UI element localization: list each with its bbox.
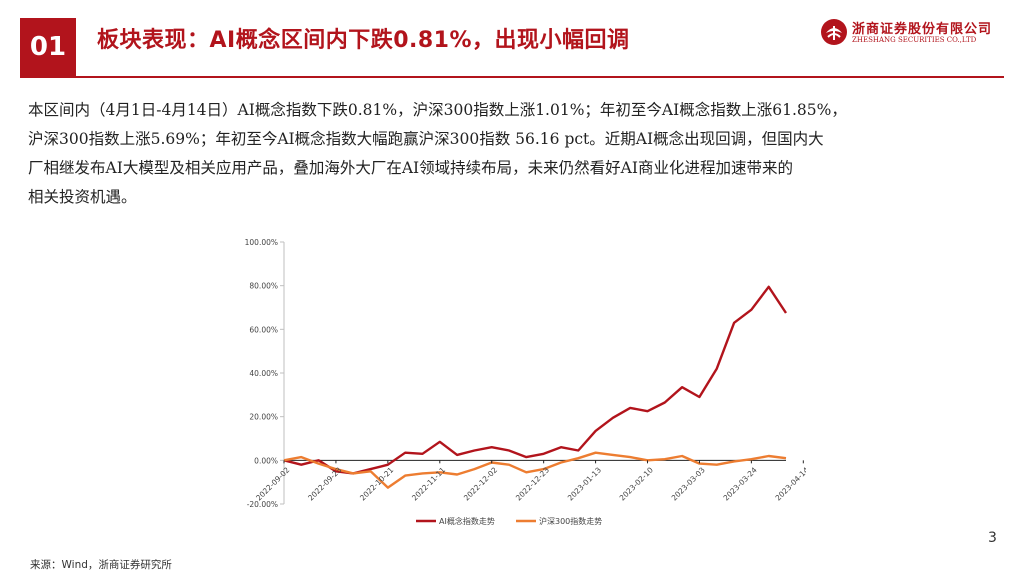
summary-paragraph: 本区间内（4月1日-4月14日）AI概念指数下跌0.81%，沪深300指数上涨1… xyxy=(28,96,1000,212)
y-tick-label: 20.00% xyxy=(249,413,278,422)
x-tick-label: 2023-03-24 xyxy=(722,465,759,502)
slide-header: 01 板块表现：AI概念区间内下跌0.81%，出现小幅回调 浙商证券股份有限公司… xyxy=(0,0,1024,78)
page-number: 3 xyxy=(988,530,997,546)
summary-line: 沪深300指数上涨5.69%；年初至今AI概念指数大幅跑赢沪深300指数 56.… xyxy=(28,130,824,148)
y-tick-label: 40.00% xyxy=(249,369,278,378)
x-tick-label: 2022-09-23 xyxy=(306,465,343,502)
company-logo: 浙商证券股份有限公司 ZHESHANG SECURITIES CO.,LTD xyxy=(820,16,1010,50)
chart-canvas: -20.00% 0.00% 20.00% 40.00% 60.00% 80.00% 100.… xyxy=(245,238,806,526)
zheshang-logo-mark-icon xyxy=(821,19,847,45)
y-tick-label: 60.00% xyxy=(249,325,278,334)
legend-label: 沪深300指数走势 xyxy=(539,516,602,526)
x-tick-label: 2023-04-14 xyxy=(774,465,806,502)
legend-label: AI概念指数走势 xyxy=(439,516,495,526)
x-tick-label: 2022-11-11 xyxy=(410,465,447,502)
header-divider xyxy=(20,76,1004,78)
x-tick-label: 2023-03-03 xyxy=(670,465,707,502)
summary-line: 相关投资机遇。 xyxy=(28,188,137,206)
y-tick-label: 0.00% xyxy=(254,456,278,465)
y-tick-label: -20.00% xyxy=(247,500,278,509)
performance-line-chart: -20.00% 0.00% 20.00% 40.00% 60.00% 80.00% 100.… xyxy=(226,232,806,532)
company-name-en: ZHESHANG SECURITIES CO.,LTD xyxy=(852,36,977,44)
slide-title: 板块表现：AI概念区间内下跌0.81%，出现小幅回调 xyxy=(97,28,630,53)
x-tick-label: 2023-01-13 xyxy=(566,465,603,502)
company-name-cn: 浙商证券股份有限公司 xyxy=(852,22,993,37)
y-tick-label: 100.00% xyxy=(245,238,278,247)
y-tick-label: 80.00% xyxy=(249,282,278,291)
source-note: 来源：Wind，浙商证券研究所 xyxy=(30,559,172,571)
summary-line: 本区间内（4月1日-4月14日）AI概念指数下跌0.81%，沪深300指数上涨1… xyxy=(28,101,847,119)
series-line-1 xyxy=(283,451,787,489)
x-tick-label: 2022-09-02 xyxy=(254,465,291,502)
summary-line: 厂相继发布AI大模型及相关应用产品，叠加海外大厂在AI领域持续布局，未来仍然看好… xyxy=(28,159,793,177)
section-number-badge: 01 xyxy=(20,18,76,76)
series-line-0 xyxy=(283,285,788,475)
x-tick-label: 2023-02-10 xyxy=(618,465,655,502)
